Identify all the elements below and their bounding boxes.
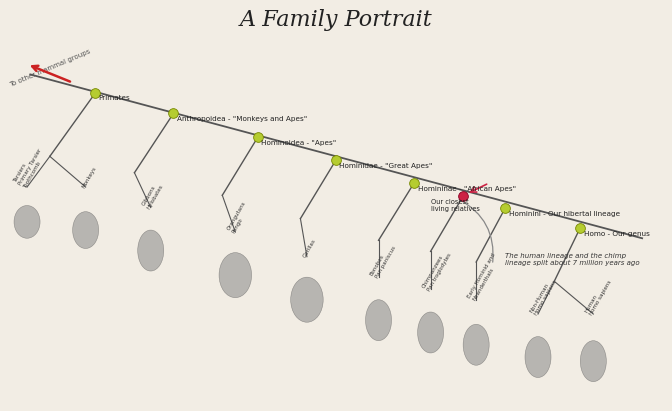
Ellipse shape [73,212,99,249]
Text: To other mammal groups: To other mammal groups [9,48,91,88]
Text: Tarsiers
Primary Tarsier
Toothcomb: Tarsiers Primary Tarsier Toothcomb [13,145,48,189]
Text: Gibbons
Hylobates: Gibbons Hylobates [141,180,165,210]
Ellipse shape [366,300,392,341]
Ellipse shape [219,253,251,298]
Ellipse shape [525,337,551,378]
Text: The human lineage and the chimp
lineage split about 7 million years ago: The human lineage and the chimp lineage … [505,253,640,266]
Ellipse shape [463,324,489,365]
Text: Anthropoidea - "Monkeys and Apes": Anthropoidea - "Monkeys and Apes" [177,116,307,122]
Text: Monkeys: Monkeys [81,166,97,189]
Text: Bonobos
Pan paniscus: Bonobos Pan paniscus [369,242,396,279]
Text: Hominoidea - "Apes": Hominoidea - "Apes" [261,140,337,146]
Text: Gorillas: Gorillas [302,238,317,259]
Text: A Family Portrait: A Family Portrait [240,9,433,31]
Ellipse shape [417,312,444,353]
Text: Hominini - Our hibertal lineage: Hominini - Our hibertal lineage [509,211,620,217]
Text: Human
Homo sapiens: Human Homo sapiens [584,277,613,316]
Ellipse shape [14,206,40,238]
Text: Our closest
living relatives: Our closest living relatives [431,199,480,212]
Text: Homo - Our genus: Homo - Our genus [583,231,649,237]
Text: Chimpanzees
Pan troglodytes: Chimpanzees Pan troglodytes [421,249,452,291]
Text: Non-Human
Homo sapiens: Non-Human Homo sapiens [529,277,558,316]
Text: Primates: Primates [99,95,130,101]
Text: Early Hominid and
Neanderthals: Early Hominid and Neanderthals [467,252,501,302]
Ellipse shape [581,341,606,382]
Ellipse shape [138,230,164,271]
Text: Orangutans
Pongo: Orangutans Pongo [226,201,251,234]
Text: Hominidae - "Great Apes": Hominidae - "Great Apes" [339,163,433,169]
Ellipse shape [291,277,323,322]
Text: Homininae - "African Apes": Homininae - "African Apes" [417,186,515,192]
